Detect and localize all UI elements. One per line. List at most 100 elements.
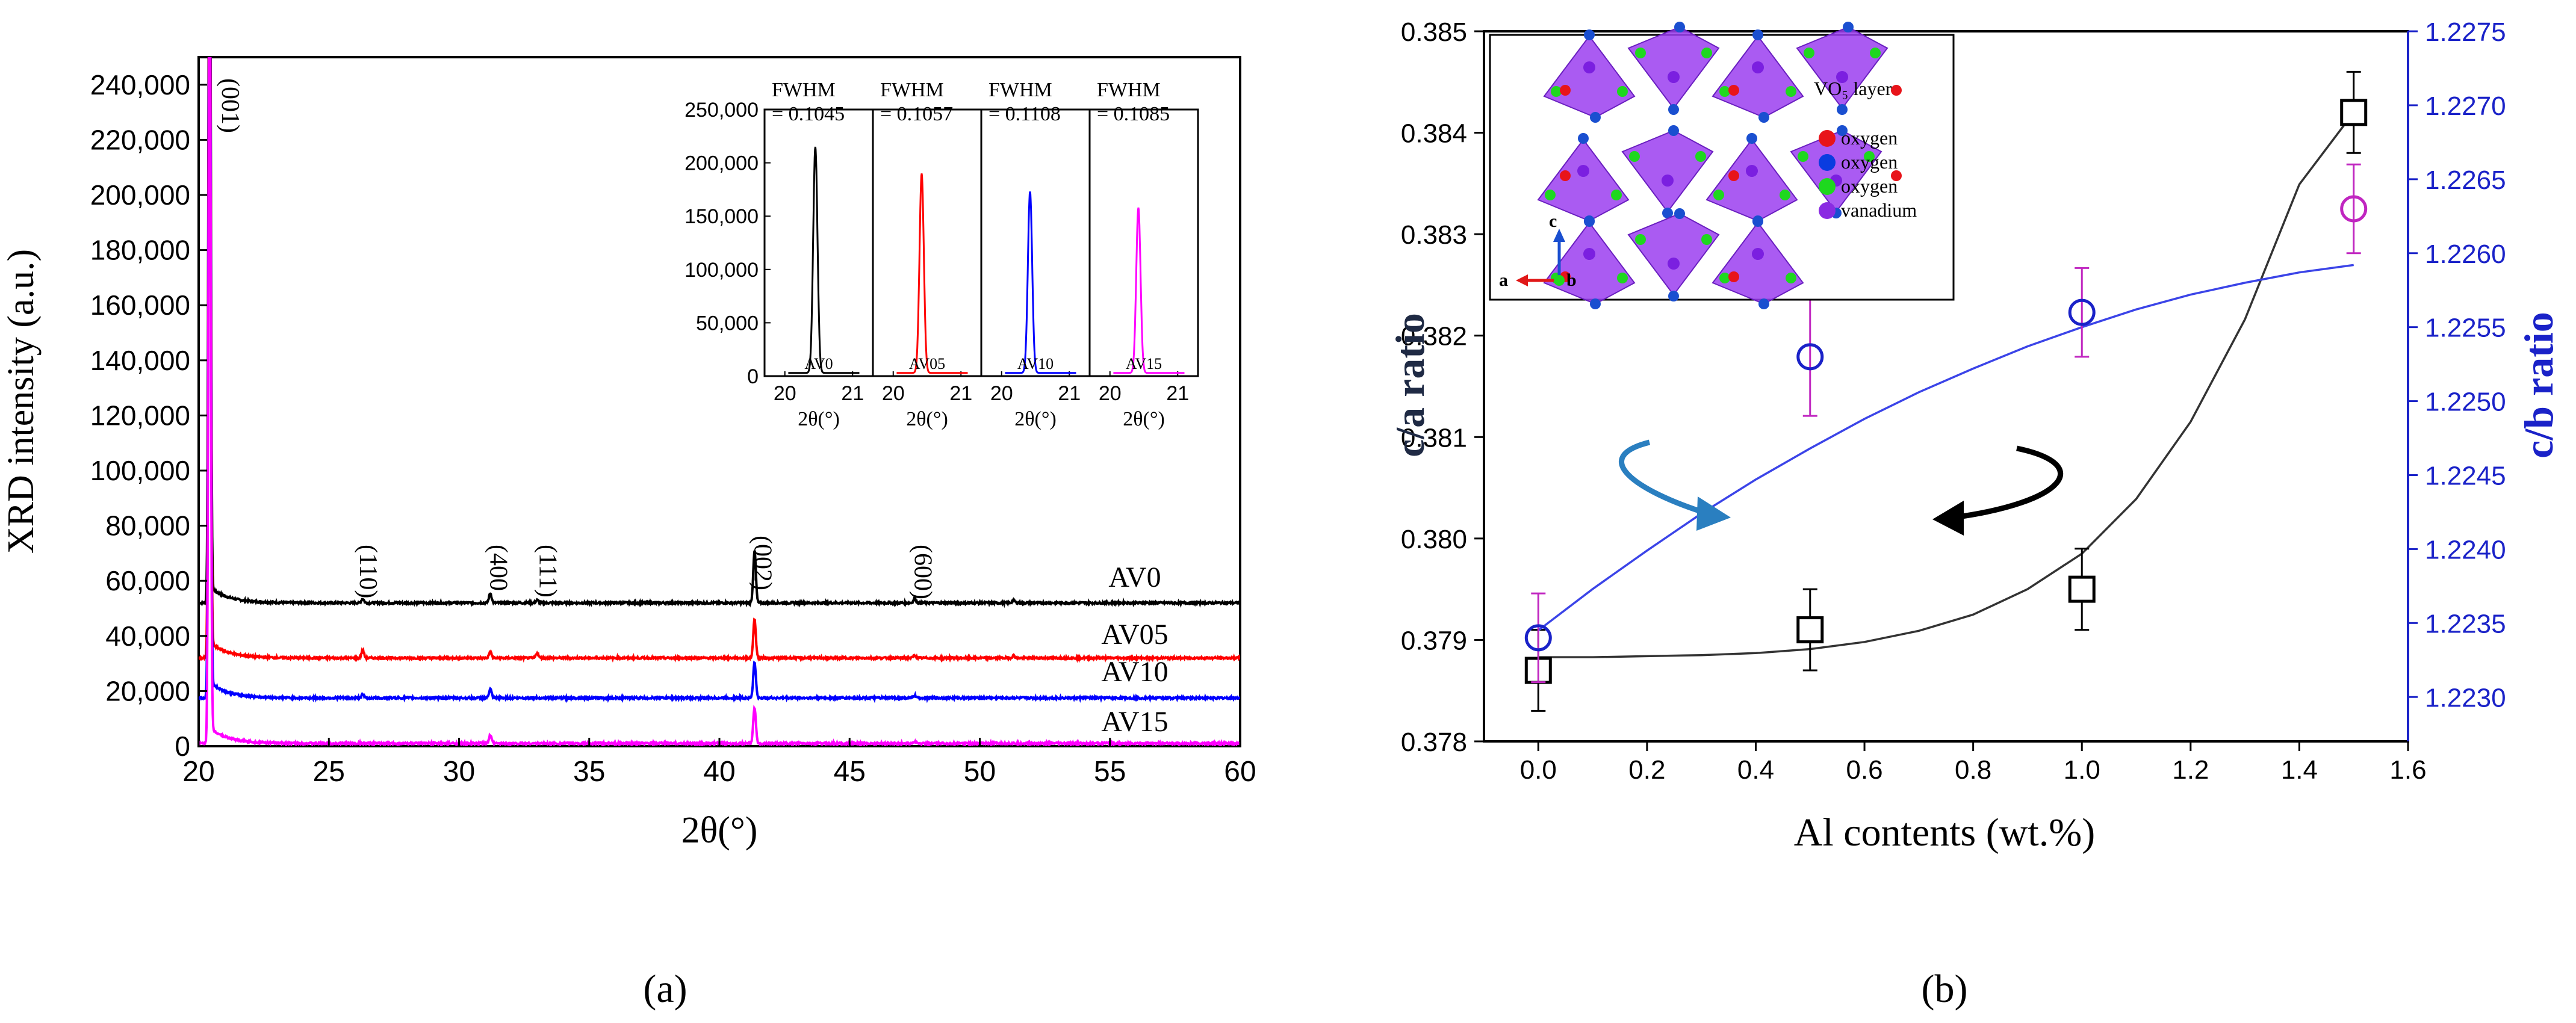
y-tick-label: 220,000 bbox=[90, 124, 190, 155]
inset-xlabel: 2θ(°) bbox=[798, 408, 840, 430]
x-tick-label: 45 bbox=[834, 756, 866, 788]
inset-peak-av0 bbox=[788, 146, 860, 374]
plot-b-right-ylabel: c/b ratio bbox=[2516, 312, 2562, 459]
oxygen-blue-atom bbox=[1752, 216, 1763, 227]
legend-label: oxygen bbox=[1841, 175, 1898, 197]
fwhm-value: = 0.1045 bbox=[772, 103, 845, 125]
oxygen-blue-atom bbox=[1674, 208, 1685, 219]
oxygen-red-atom bbox=[1728, 271, 1739, 282]
xrd-series-av05 bbox=[199, 57, 1240, 663]
fwhm-title: FWHM bbox=[880, 79, 944, 101]
y-tick-label: 200,000 bbox=[90, 179, 190, 211]
inset-x-tick-label: 20 bbox=[990, 382, 1013, 405]
oxygen-green-atom bbox=[1611, 190, 1622, 200]
oxygen-green-atom bbox=[1870, 48, 1881, 58]
inset-y-tick-label: 100,000 bbox=[684, 259, 759, 282]
y-tick-label: 140,000 bbox=[90, 345, 190, 376]
oxygen-green-atom bbox=[1635, 48, 1646, 58]
series-label-av05: AV05 bbox=[1101, 619, 1168, 651]
x-tick-label: 0.8 bbox=[1955, 755, 1991, 785]
oxygen-blue-atom bbox=[1843, 22, 1854, 32]
inset-x-tick-label: 20 bbox=[882, 382, 905, 405]
fwhm-title: FWHM bbox=[772, 79, 836, 101]
x-tick-label: 50 bbox=[964, 756, 996, 788]
ca-data-point bbox=[2068, 575, 2096, 603]
series-label-av10: AV10 bbox=[1101, 656, 1168, 688]
y-tick-label: 60,000 bbox=[105, 565, 190, 596]
y-tick-label: 120,000 bbox=[90, 400, 190, 431]
left-y-tick-label: 0.381 bbox=[1401, 423, 1467, 453]
cb-data-point bbox=[1796, 343, 1824, 371]
oxygen-green-atom bbox=[1629, 151, 1640, 162]
oxygen-green-atom bbox=[1804, 48, 1814, 58]
oxygen-green-atom bbox=[1780, 190, 1790, 200]
oxygen-green-atom bbox=[1713, 190, 1724, 200]
oxygen-blue-atom bbox=[1584, 216, 1595, 227]
ca-data-point bbox=[1796, 616, 1824, 644]
vo5-polyhedron bbox=[1712, 221, 1804, 305]
blue-arrow-icon bbox=[1619, 439, 1731, 531]
panel-a: 20 25 30 35 40 45 50 55 60 0 20,000 40,000 60,000 80,… bbox=[1, 56, 1256, 1011]
oxygen-green-atom bbox=[1864, 151, 1875, 162]
plot-b-left-ylabel: c/a ratio bbox=[1387, 313, 1433, 457]
crystal-structure-image bbox=[1537, 22, 1902, 309]
oxygen-green-atom bbox=[1701, 48, 1712, 58]
inset-peak-av05 bbox=[896, 173, 968, 374]
fwhm-value: = 0.1108 bbox=[989, 103, 1061, 125]
inset-xlabel: 2θ(°) bbox=[906, 408, 948, 430]
oxygen-blue-atom bbox=[1668, 291, 1679, 301]
left-y-tick-label: 0.385 bbox=[1401, 17, 1467, 47]
inset-xlabel: 2θ(°) bbox=[1123, 408, 1165, 430]
oxygen-red-atom bbox=[1728, 170, 1739, 181]
x-tick-label: 20 bbox=[182, 756, 214, 788]
right-y-tick-label: 1.2260 bbox=[2425, 240, 2506, 269]
xrd-series-group bbox=[199, 57, 1240, 746]
left-y-tick-label: 0.382 bbox=[1401, 322, 1467, 351]
series-labels: AV0 AV05 AV10 AV15 bbox=[1101, 561, 1168, 738]
xrd-series-av10 bbox=[199, 57, 1240, 703]
inset-xlabel: 2θ(°) bbox=[1014, 408, 1057, 430]
plot-a-ticks: 20 25 30 35 40 45 50 55 60 0 20,000 40,000 60,000 80,… bbox=[90, 69, 1256, 788]
oxygen-blue-atom bbox=[1752, 29, 1763, 40]
x-tick-label: 35 bbox=[573, 756, 605, 788]
legend-label: oxygen bbox=[1841, 151, 1898, 173]
vo5-layer-label: VO₅ layer bbox=[1814, 78, 1892, 99]
inset-x-tick-label: 20 bbox=[774, 382, 796, 405]
ca-data-point bbox=[2340, 99, 2368, 126]
oxygen-blue-atom bbox=[1590, 298, 1601, 309]
series-label-av0: AV0 bbox=[1108, 561, 1161, 593]
oxygen-blue-atom bbox=[1662, 208, 1673, 218]
series-label-av15: AV15 bbox=[1101, 706, 1168, 738]
inset-y-tick-label: 0 bbox=[747, 365, 759, 388]
vanadium-atom bbox=[1668, 258, 1680, 270]
y-tick-label: 80,000 bbox=[105, 510, 190, 542]
vanadium-atom bbox=[1836, 71, 1848, 83]
fwhm-title: FWHM bbox=[989, 79, 1052, 101]
right-y-tick-label: 1.2275 bbox=[2425, 17, 2506, 47]
inset-y-tick-label: 50,000 bbox=[696, 312, 759, 335]
inset-x-tick-label: 20 bbox=[1099, 382, 1122, 405]
left-y-tick-label: 0.379 bbox=[1401, 626, 1467, 655]
inset-y-tick-label: 150,000 bbox=[684, 205, 759, 228]
x-tick-label: 40 bbox=[703, 756, 735, 788]
inset-y-tick-label: 250,000 bbox=[684, 99, 759, 122]
panel-b: 0.0 0.2 0.4 0.6 0.8 1.0 1.2 1.4 1.6 0.378 0.379 0.3… bbox=[1387, 17, 2562, 1011]
legend-label: vanadium bbox=[1841, 199, 1917, 221]
vanadium-atom bbox=[1752, 248, 1764, 260]
oxygen-green-atom bbox=[1798, 151, 1808, 162]
oxygen-red-atom bbox=[1891, 170, 1902, 181]
axis-c-label: c bbox=[1549, 211, 1557, 231]
y-tick-label: 40,000 bbox=[105, 620, 190, 652]
oxygen-green-atom bbox=[1701, 234, 1712, 245]
peak-label: (002) bbox=[748, 536, 776, 590]
y-tick-label: 20,000 bbox=[105, 675, 190, 706]
oxygen-green-atom bbox=[1545, 190, 1556, 200]
vo5-polyhedron bbox=[1712, 35, 1804, 119]
x-tick-label: 1.4 bbox=[2281, 755, 2318, 785]
right-y-tick-label: 1.2235 bbox=[2425, 609, 2506, 638]
left-y-tick-label: 0.378 bbox=[1401, 728, 1467, 757]
x-tick-label: 25 bbox=[313, 756, 345, 788]
vanadium-atom bbox=[1746, 165, 1758, 177]
oxygen-blue-atom bbox=[1837, 125, 1848, 136]
